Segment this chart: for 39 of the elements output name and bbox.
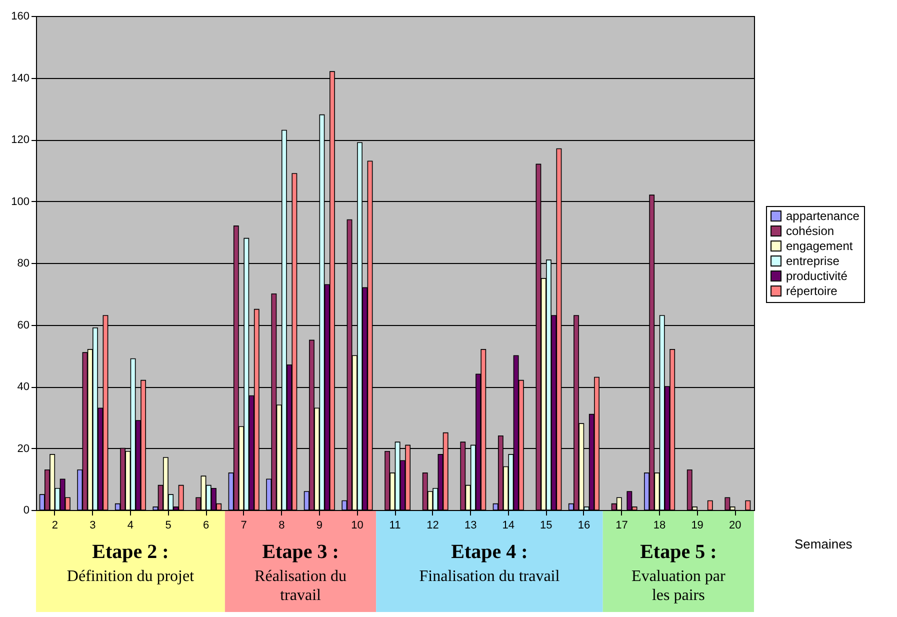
x-tick-label: 14: [502, 520, 514, 532]
y-tick-label: 60: [17, 319, 30, 332]
x-tick-label: 10: [351, 520, 364, 532]
x-tick-label: 18: [653, 520, 666, 532]
text: Etape 3 : Réalisation du travail: [254, 541, 347, 604]
x-tick-label: 15: [540, 520, 552, 532]
x-tick-label: 20: [728, 520, 742, 532]
y-tick-label: 160: [11, 10, 30, 22]
x-tick-label: 6: [202, 520, 210, 532]
x-tick-label: 17: [616, 520, 628, 532]
y-tick-label: 140: [11, 72, 30, 84]
x-tick-label: 13: [464, 520, 477, 532]
x-tick-label: 19: [691, 520, 704, 532]
x-tick-label: 5: [165, 520, 172, 532]
y-tick-label: 80: [17, 258, 30, 270]
legend-label: appartenance: [786, 209, 860, 223]
y-tick-label: 100: [11, 196, 30, 208]
y-tick-label: 40: [17, 381, 30, 393]
y-tick-label: 120: [11, 134, 30, 146]
x-tick-label: 4: [127, 520, 134, 532]
text: Etape 2 : Définition du projet: [66, 541, 194, 585]
x-tick-label: 2: [52, 520, 58, 532]
legend-label: répertoire: [786, 284, 838, 298]
x-tick-label: 12: [426, 520, 439, 532]
text: Etape 4 : Finalisation du travail: [419, 541, 560, 585]
x-tick-label: 8: [278, 520, 285, 532]
x-tick-label: 11: [389, 520, 401, 532]
y-tick-label: 0: [23, 504, 30, 516]
x-tick-label: 7: [240, 520, 247, 532]
x-tick-label: 16: [578, 520, 590, 532]
legend-label: entreprise: [786, 254, 840, 268]
text: Etape 5 : Evaluation par les pairs: [632, 541, 726, 604]
legend-label: productivité: [786, 269, 848, 283]
legend-label: cohésion: [786, 224, 834, 238]
y-tick-label: 20: [17, 442, 30, 455]
legend-label: engagement: [786, 239, 854, 253]
x-tick-label: 3: [90, 520, 96, 532]
x-tick-label: 9: [316, 520, 322, 532]
x-axis-title: Semaines: [794, 536, 853, 552]
